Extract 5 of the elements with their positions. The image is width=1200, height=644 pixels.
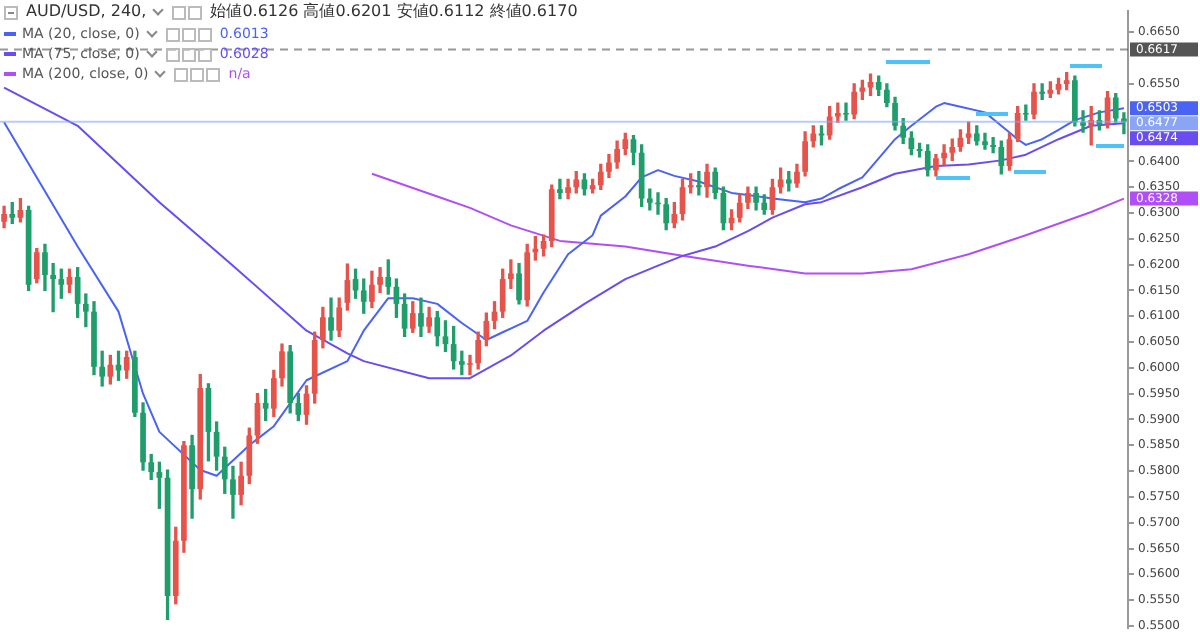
candlestick: [696, 171, 702, 196]
chart-subtitle: 始値0.6126 高値0.6201 安値0.6112 終値0.6170: [210, 2, 578, 22]
candlestick: [557, 178, 563, 200]
candlestick: [982, 132, 988, 150]
chart-title: AUD/USD, 240,: [26, 2, 147, 22]
